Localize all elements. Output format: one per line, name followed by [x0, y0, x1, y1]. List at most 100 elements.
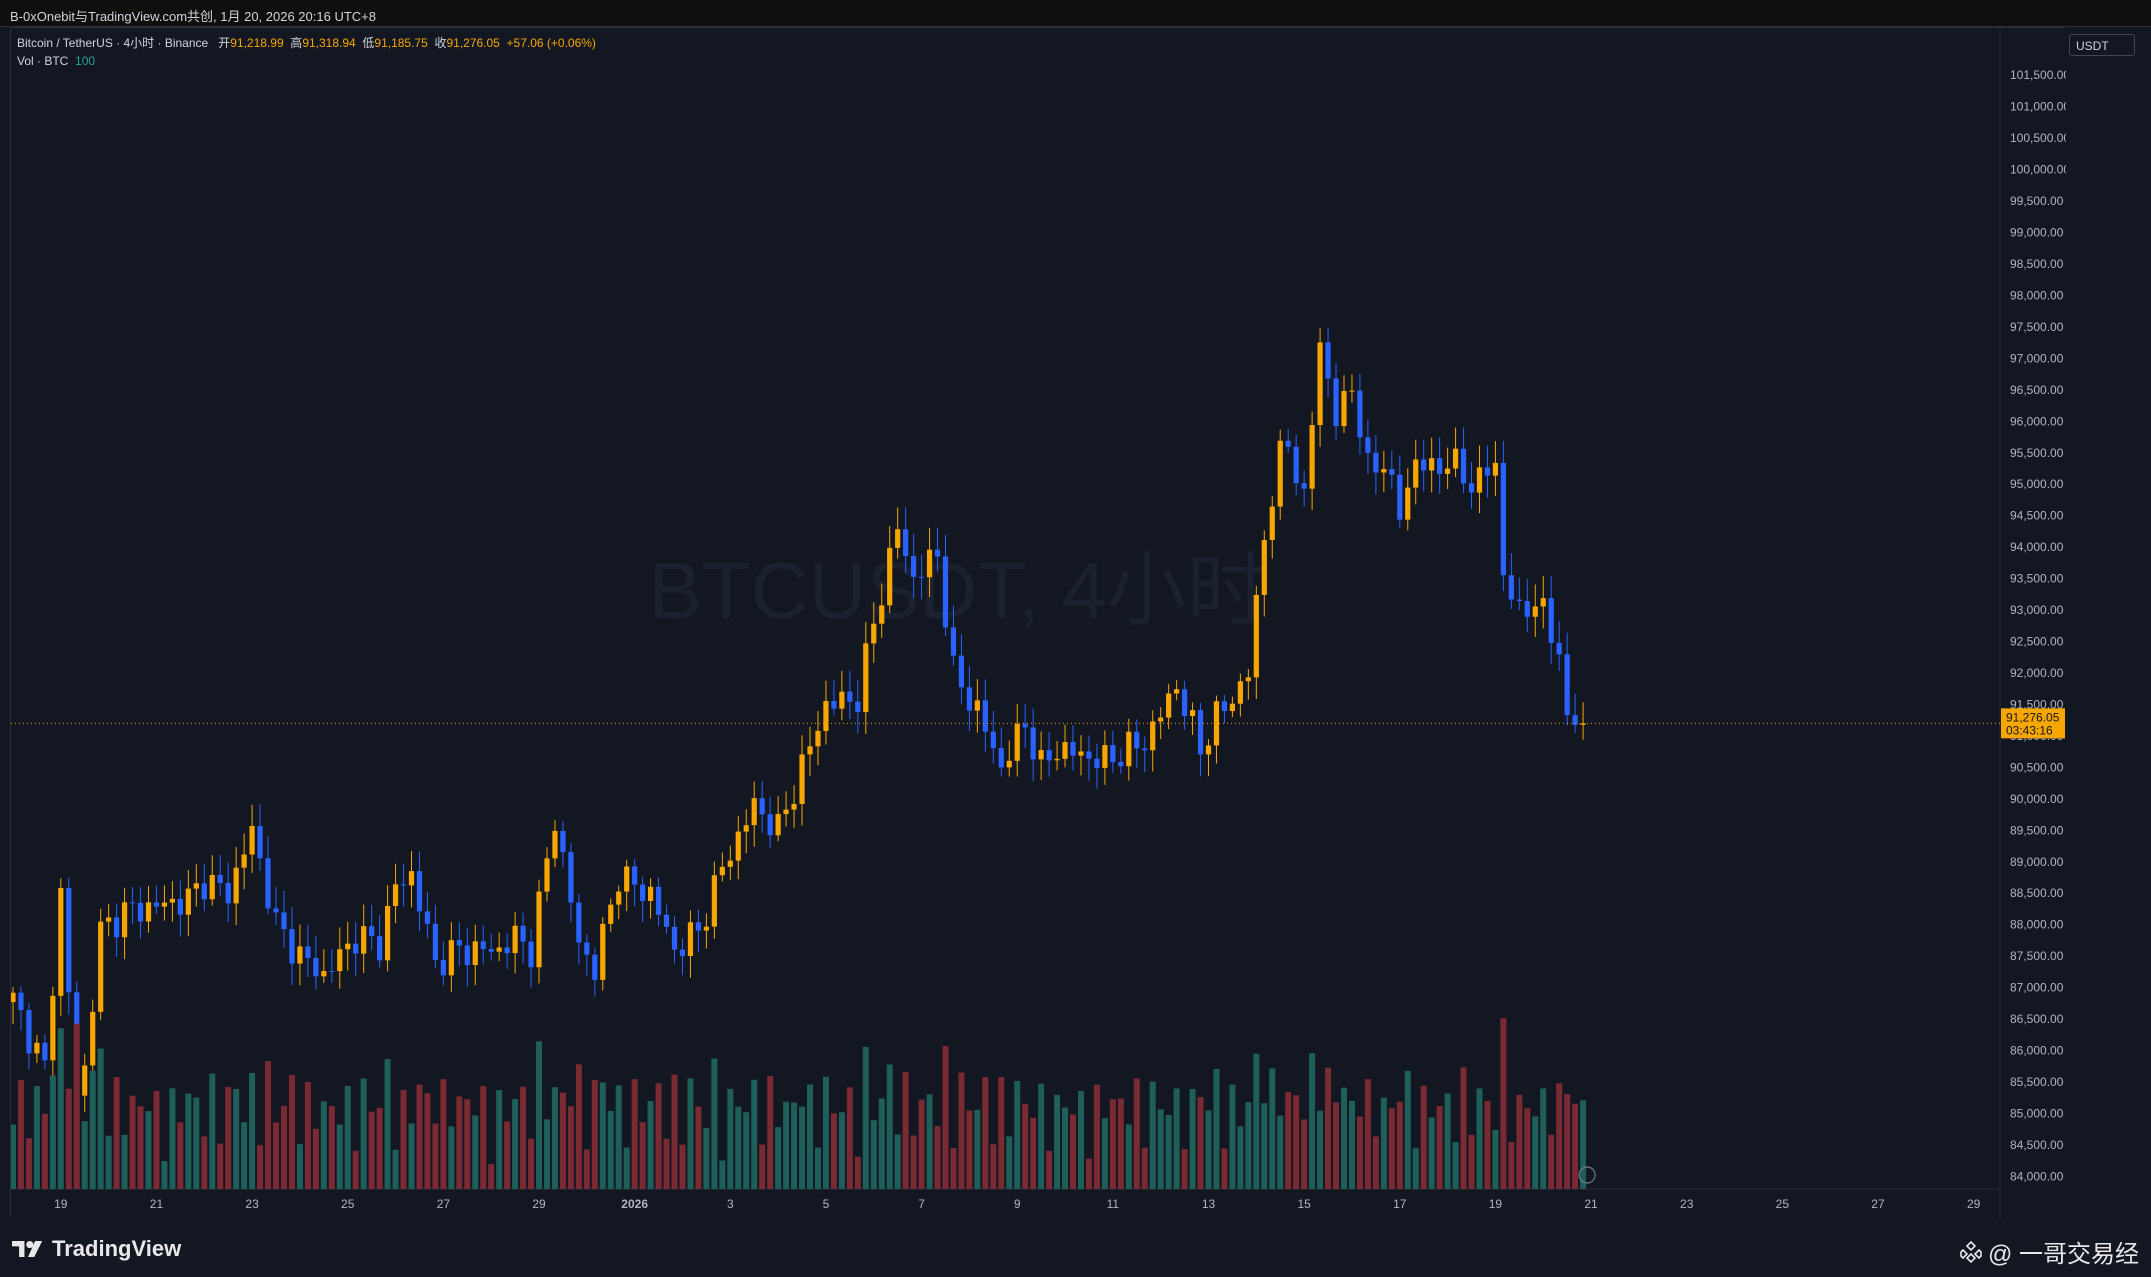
candle-body[interactable]: [82, 1065, 88, 1096]
candle-body[interactable]: [1445, 468, 1451, 474]
candle-body[interactable]: [1484, 467, 1491, 476]
tradingview-brand[interactable]: TradingView: [12, 1236, 181, 1262]
candle-body[interactable]: [831, 700, 837, 709]
candle-body[interactable]: [616, 891, 622, 905]
candle-body[interactable]: [337, 949, 343, 972]
candle-body[interactable]: [432, 923, 439, 960]
candle-body[interactable]: [488, 949, 494, 952]
candle-body[interactable]: [273, 908, 279, 913]
candle-body[interactable]: [512, 925, 518, 954]
candle-body[interactable]: [153, 902, 160, 907]
candle-body[interactable]: [281, 912, 287, 930]
candle-body[interactable]: [608, 904, 614, 924]
candle-body[interactable]: [448, 940, 454, 976]
candle-body[interactable]: [193, 883, 199, 889]
candle-body[interactable]: [1006, 760, 1012, 768]
candle-body[interactable]: [257, 826, 263, 859]
candle-body[interactable]: [879, 605, 885, 624]
candle-body[interactable]: [863, 643, 869, 713]
candle-body[interactable]: [496, 947, 502, 952]
candle-body[interactable]: [687, 922, 694, 956]
currency-selector[interactable]: USDT: [2069, 34, 2135, 56]
candle-body[interactable]: [241, 854, 247, 868]
candle-body[interactable]: [201, 883, 207, 900]
candle-body[interactable]: [440, 959, 446, 976]
candle-body[interactable]: [1253, 594, 1259, 678]
candle-body[interactable]: [950, 627, 957, 656]
candle-body[interactable]: [655, 886, 662, 915]
candle-body[interactable]: [1333, 378, 1339, 427]
candle-body[interactable]: [536, 891, 542, 968]
candle-body[interactable]: [480, 941, 486, 950]
candle-body[interactable]: [1277, 440, 1283, 507]
candle-body[interactable]: [719, 866, 725, 876]
candle-body[interactable]: [1524, 601, 1530, 617]
candle-body[interactable]: [408, 871, 415, 886]
candle-body[interactable]: [90, 1011, 96, 1066]
candle-body[interactable]: [305, 946, 311, 959]
candle-body[interactable]: [1317, 342, 1323, 426]
candle-body[interactable]: [1381, 469, 1387, 473]
candle-body[interactable]: [114, 917, 120, 938]
candle-body[interactable]: [918, 576, 925, 578]
candle-body[interactable]: [1476, 467, 1483, 493]
candle-body[interactable]: [369, 926, 375, 937]
candle-body[interactable]: [743, 825, 749, 832]
candle-body[interactable]: [775, 814, 781, 836]
candle-body[interactable]: [1174, 689, 1180, 694]
candle-body[interactable]: [799, 754, 805, 804]
candle-body[interactable]: [1540, 598, 1546, 607]
candle-body[interactable]: [1213, 701, 1220, 746]
candle-body[interactable]: [377, 936, 383, 961]
candle-body[interactable]: [1158, 717, 1164, 722]
candle-body[interactable]: [42, 1042, 48, 1061]
candle-body[interactable]: [137, 902, 144, 922]
candle-body[interactable]: [871, 623, 877, 644]
candle-body[interactable]: [185, 888, 191, 915]
candle-body[interactable]: [1389, 469, 1395, 475]
candle-body[interactable]: [1468, 483, 1475, 493]
candle-body[interactable]: [1548, 598, 1554, 643]
candle-body[interactable]: [353, 943, 359, 954]
candle-body[interactable]: [34, 1042, 40, 1054]
candle-body[interactable]: [384, 905, 391, 961]
candle-body[interactable]: [1357, 390, 1363, 438]
candle-body[interactable]: [1492, 462, 1499, 476]
candle-body[interactable]: [703, 926, 709, 931]
candle-body[interactable]: [767, 814, 773, 836]
candle-body[interactable]: [648, 886, 654, 901]
candle-body[interactable]: [456, 940, 462, 946]
candle-body[interactable]: [1508, 575, 1514, 600]
candle-body[interactable]: [416, 871, 423, 912]
candle-body[interactable]: [1205, 745, 1212, 755]
candle-body[interactable]: [345, 943, 351, 950]
candle-body[interactable]: [1421, 459, 1427, 471]
candle-body[interactable]: [1134, 731, 1140, 749]
candle-body[interactable]: [584, 942, 590, 955]
candle-body[interactable]: [1237, 681, 1243, 704]
candle-body[interactable]: [1309, 425, 1315, 489]
candle-body[interactable]: [1166, 693, 1172, 718]
candle-body[interactable]: [1070, 742, 1076, 756]
candle-body[interactable]: [759, 798, 765, 815]
candle-body[interactable]: [1110, 745, 1116, 762]
candle-body[interactable]: [1429, 458, 1435, 471]
candle-body[interactable]: [392, 884, 399, 906]
candle-body[interactable]: [1500, 462, 1506, 576]
candle-body[interactable]: [361, 926, 367, 954]
candle-body[interactable]: [169, 898, 175, 903]
candle-body[interactable]: [1189, 710, 1196, 717]
candle-body[interactable]: [966, 687, 972, 711]
candle-body[interactable]: [903, 529, 909, 557]
candle-body[interactable]: [472, 941, 478, 966]
candle-body[interactable]: [145, 902, 152, 922]
candle-body[interactable]: [560, 830, 566, 853]
candle-body[interactable]: [464, 945, 470, 966]
candle-body[interactable]: [1437, 458, 1443, 474]
candle-body[interactable]: [424, 911, 431, 924]
realtime-lightning-icon[interactable]: [1578, 1166, 1596, 1184]
candle-body[interactable]: [121, 902, 128, 938]
candle-body[interactable]: [1452, 448, 1459, 469]
candle-body[interactable]: [1365, 437, 1371, 453]
candlestick-chart[interactable]: 84,000.00 84,500.00 85,000.00 85,500.00 86,0…: [11, 28, 2066, 1218]
